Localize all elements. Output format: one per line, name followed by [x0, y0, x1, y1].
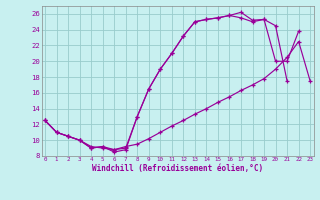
X-axis label: Windchill (Refroidissement éolien,°C): Windchill (Refroidissement éolien,°C) — [92, 164, 263, 173]
